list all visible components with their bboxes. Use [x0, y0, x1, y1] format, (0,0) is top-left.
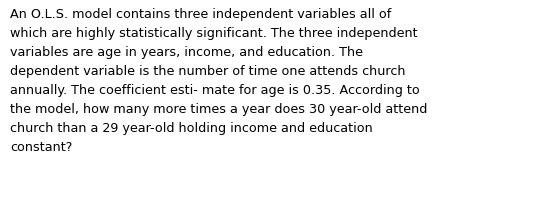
Text: An O.L.S. model contains three independent variables all of
which are highly sta: An O.L.S. model contains three independe…	[10, 8, 427, 154]
